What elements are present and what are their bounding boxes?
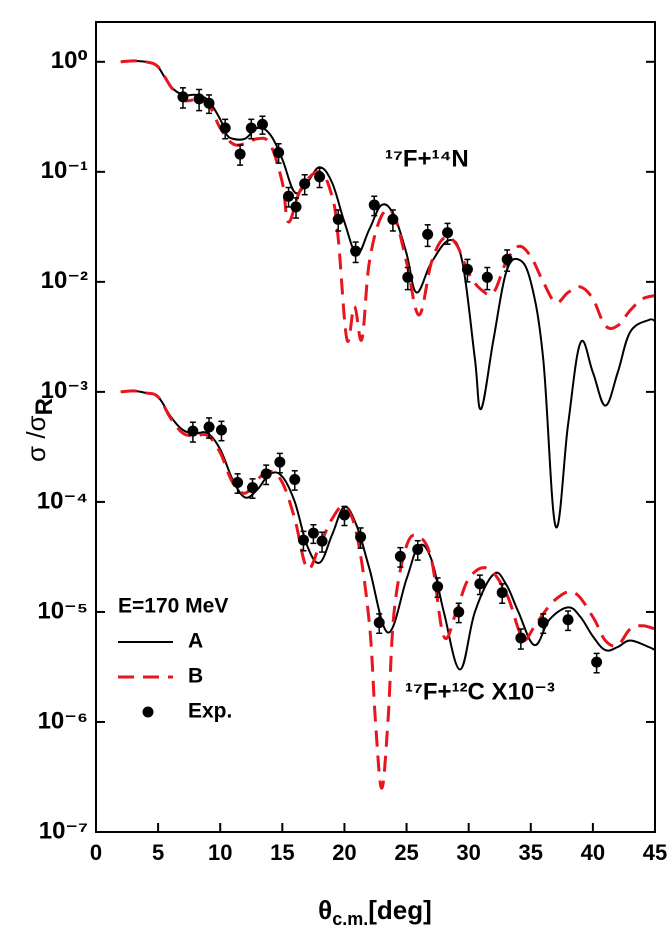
data-point [187,425,199,437]
y-axis-label: σ /σR [21,398,58,462]
data-point [274,456,286,468]
data-point [474,578,486,590]
data-point [368,199,380,211]
legend-label: A [188,630,203,653]
data-point [289,473,301,485]
data-point [338,509,350,521]
x-tick-label: 0 [90,840,102,865]
x-tick-label: 5 [152,840,164,865]
data-point [537,617,549,629]
data-point [314,171,326,183]
y-tick-label: 10⁻⁴ [37,487,88,514]
x-tick-label: 20 [332,840,356,865]
data-point [299,178,311,190]
x-tick-label: 30 [456,840,480,865]
legend-label: Exp. [188,700,232,723]
data-point [307,527,319,539]
data-point [332,213,344,225]
data-point [412,543,424,555]
x-tick-label: 45 [643,840,667,865]
data-point [387,213,399,225]
data-point [350,245,362,257]
data-point [373,617,385,629]
data-point [260,468,272,480]
y-axis-label-sub: R [31,398,58,415]
curve [120,59,656,344]
data-point [355,531,367,543]
data-point [193,93,205,105]
x-axis-label-sub: c.m. [332,909,368,929]
x-tick-label: 40 [581,840,605,865]
data-point [442,227,454,239]
annotation: ¹⁷F+¹⁴N [385,145,469,172]
data-point [461,263,473,275]
x-axis-label-main: θ [318,895,332,925]
data-point [402,271,414,283]
legend-label: B [188,665,203,688]
x-tick-label: 15 [270,840,294,865]
x-tick-label: 25 [394,840,418,865]
data-point [316,535,328,547]
x-tick-label: 35 [519,840,543,865]
y-tick-label: 10⁻⁷ [39,817,88,844]
annotation: ¹⁷F+¹²C X10⁻³ [405,678,555,705]
data-point [453,606,465,618]
x-tick-label: 10 [208,840,232,865]
data-point [515,632,527,644]
data-point [481,271,493,283]
y-tick-label: 10⁻⁶ [38,707,88,734]
y-tick-label: 10⁻¹ [41,157,88,184]
data-point [290,201,302,213]
y-tick-label: 10⁰ [51,47,88,74]
data-point [232,477,244,489]
data-point [283,190,295,202]
data-point [203,421,215,433]
legend-marker [142,706,154,718]
x-axis-label: θc.m.[deg] [318,895,432,929]
data-point [215,424,227,436]
data-point [234,148,246,160]
data-point [501,253,513,265]
data-point [256,118,268,130]
legend-title: E=170 MeV [118,595,228,618]
curve [120,389,656,790]
curve [120,389,656,671]
y-tick-label: 10⁻² [41,267,88,294]
data-point [432,581,444,593]
y-tick-label: 10⁻³ [41,377,88,404]
data-point [247,482,259,494]
data-point [562,614,574,626]
curve [120,59,656,529]
data-point [219,122,231,134]
data-point [422,228,434,240]
data-point [273,146,285,158]
data-point [496,587,508,599]
data-point [177,91,189,103]
data-point [245,122,257,134]
data-point [394,550,406,562]
data-point [297,534,309,546]
x-axis-label-suffix: [deg] [368,895,432,925]
data-point [591,656,603,668]
plot-frame [95,21,656,833]
y-axis-label-main: σ /σ [21,415,51,462]
data-point [203,97,215,109]
y-tick-label: 10⁻⁵ [37,597,88,624]
